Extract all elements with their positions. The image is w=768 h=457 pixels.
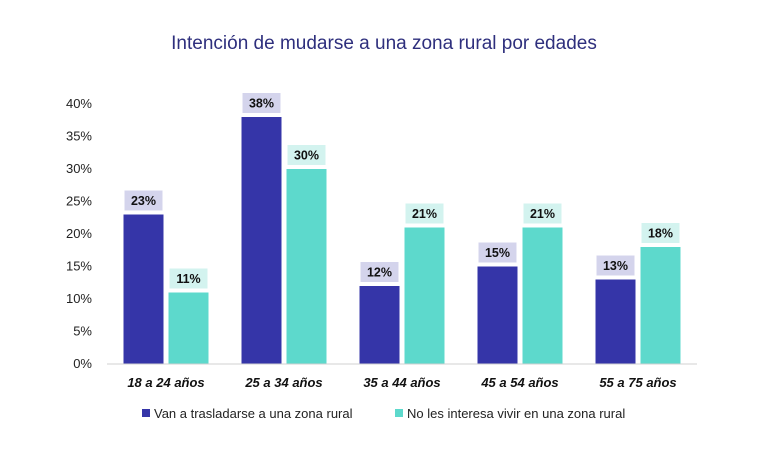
legend-swatch xyxy=(395,409,403,417)
y-tick-label: 15% xyxy=(66,259,92,274)
bars xyxy=(123,117,681,364)
legend-label: No les interesa vivir en una zona rural xyxy=(407,406,625,421)
data-label: 23% xyxy=(131,194,156,208)
bar xyxy=(640,247,681,364)
data-label: 21% xyxy=(530,207,555,221)
x-tick-label: 35 a 44 años xyxy=(363,375,440,390)
y-tick-label: 10% xyxy=(66,291,92,306)
data-labels: 23% 11% 38% 30% 12% 21% 15% 21% 13% 18% xyxy=(124,93,680,289)
x-tick-label: 25 a 34 años xyxy=(244,375,322,390)
legend-swatch xyxy=(142,409,150,417)
y-tick-label: 0% xyxy=(73,356,92,371)
y-tick-label: 30% xyxy=(66,161,92,176)
y-tick-label: 40% xyxy=(66,96,92,111)
bar xyxy=(123,214,164,364)
data-label-box xyxy=(287,145,326,165)
bar xyxy=(241,117,282,364)
bar xyxy=(359,286,400,364)
chart-title: Intención de mudarse a una zona rural po… xyxy=(171,33,597,54)
legend: Van a trasladarse a una zona rural No les… xyxy=(142,406,625,421)
x-tick-label: 18 a 24 años xyxy=(127,375,204,390)
x-axis: 18 a 24 años 25 a 34 años 35 a 44 años 45 a… xyxy=(127,375,676,390)
y-tick-label: 20% xyxy=(66,226,92,241)
data-label: 18% xyxy=(648,227,673,241)
data-label-box xyxy=(360,262,399,282)
data-label: 15% xyxy=(485,246,510,260)
bar xyxy=(168,292,209,364)
y-tick-label: 5% xyxy=(73,324,92,339)
data-label: 11% xyxy=(176,272,200,286)
bar xyxy=(522,227,563,364)
data-label: 12% xyxy=(367,266,392,280)
data-label-box xyxy=(523,203,562,224)
data-label: 38% xyxy=(249,97,274,111)
data-label-box xyxy=(596,255,635,276)
y-axis: 0% 5% 10% 15% 20% 25% 30% 35% 40% xyxy=(66,96,92,371)
y-tick-label: 25% xyxy=(66,194,92,209)
data-label-box xyxy=(169,268,208,289)
bar xyxy=(595,279,636,364)
data-label: 21% xyxy=(412,207,437,221)
data-label-box xyxy=(478,242,517,263)
data-label-box xyxy=(405,203,444,224)
x-tick-label: 45 a 54 años xyxy=(480,375,558,390)
data-label: 30% xyxy=(294,149,319,163)
y-tick-label: 35% xyxy=(66,129,92,144)
bar xyxy=(404,227,445,364)
bar xyxy=(477,266,518,364)
data-label-box xyxy=(124,190,163,211)
data-label-box xyxy=(242,93,281,113)
legend-label: Van a trasladarse a una zona rural xyxy=(154,406,353,421)
bar xyxy=(286,169,327,364)
data-label-box xyxy=(641,223,680,243)
x-tick-label: 55 a 75 años xyxy=(599,375,676,390)
data-label: 13% xyxy=(603,259,628,273)
